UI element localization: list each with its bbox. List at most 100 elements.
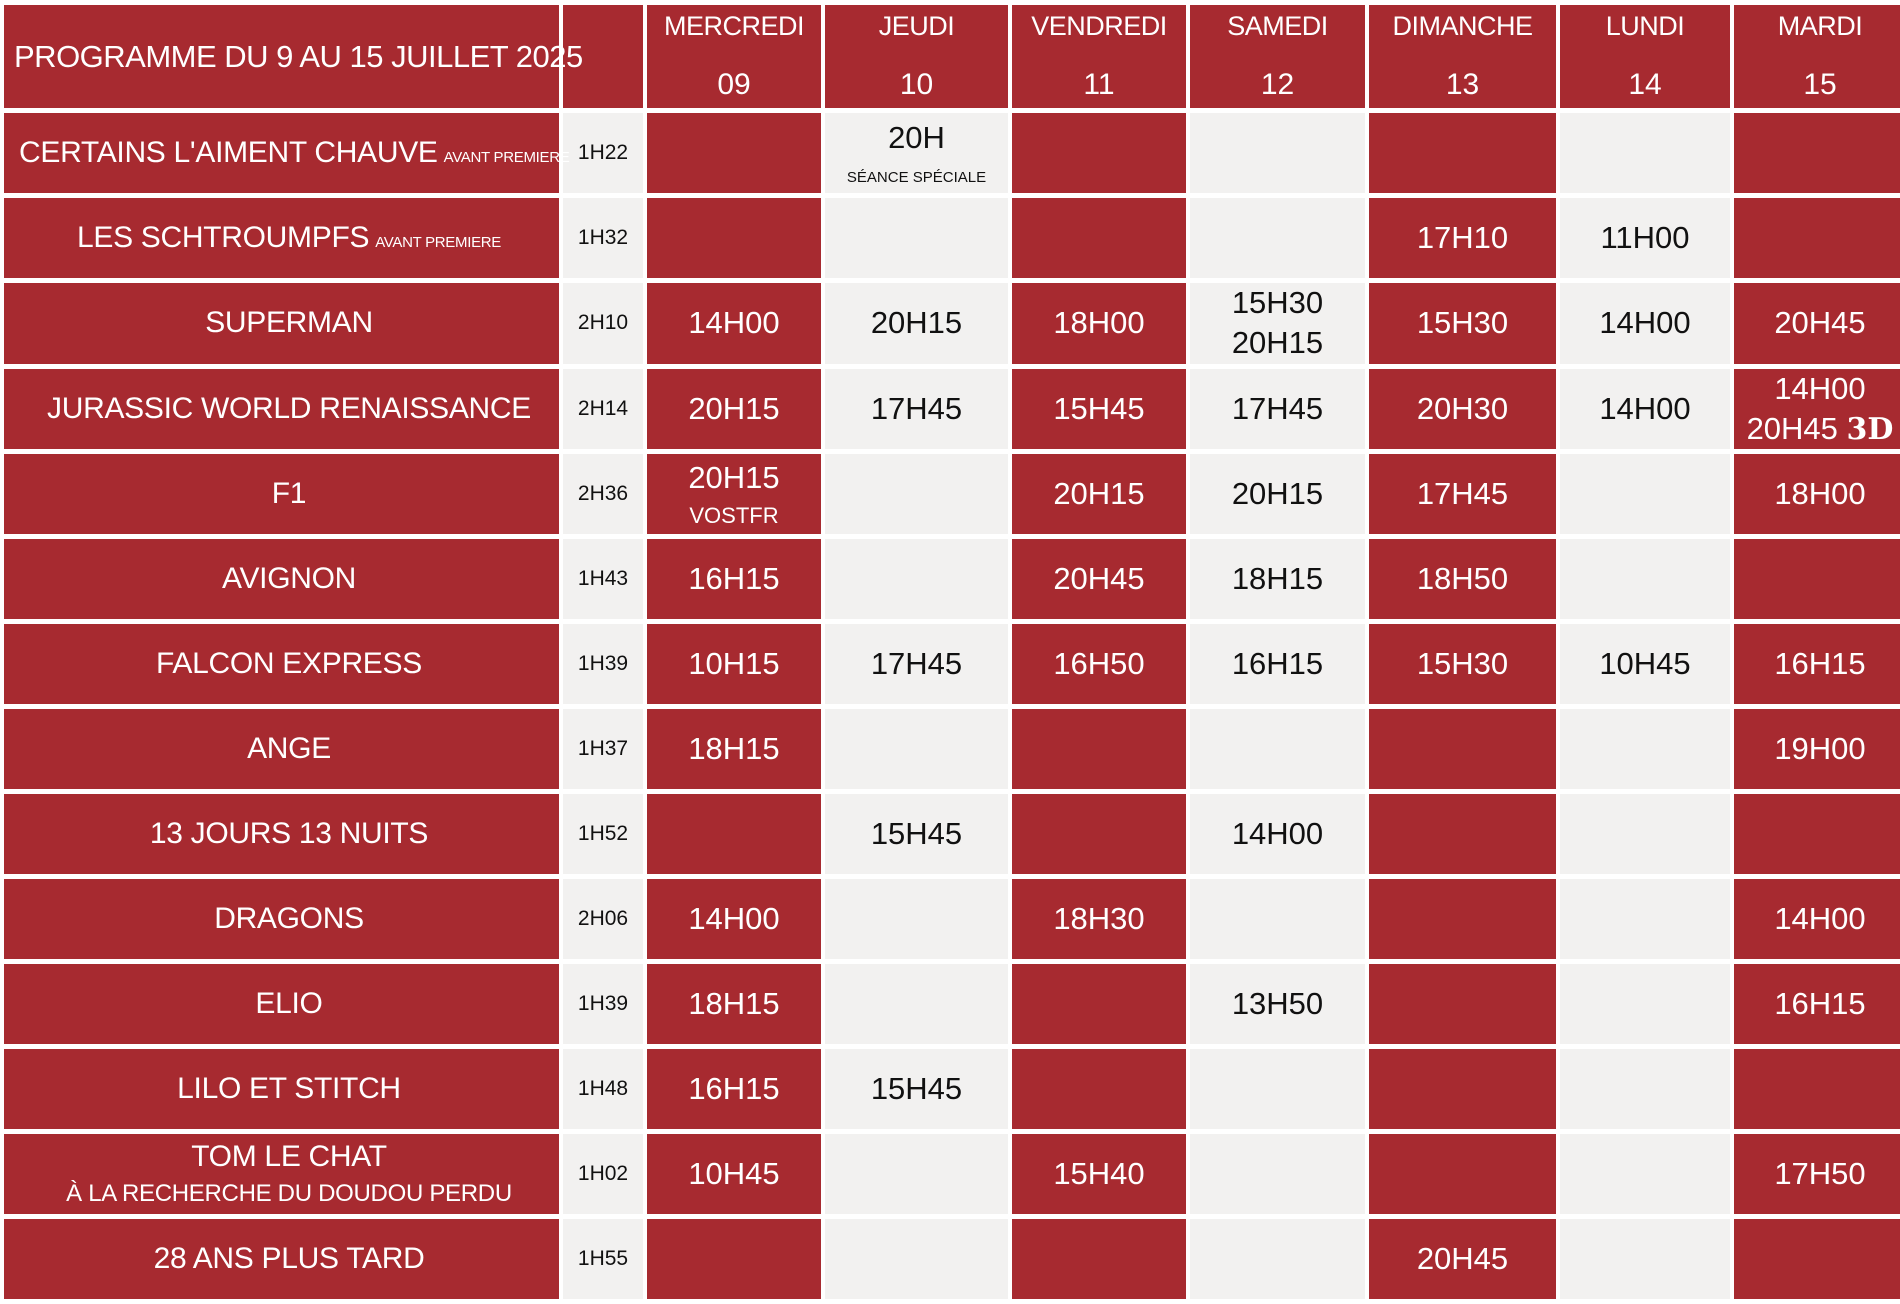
film-title-cell: ELIO	[4, 964, 559, 1045]
showtime-cell: 16H15	[1734, 624, 1900, 705]
showtime-cell	[1560, 113, 1730, 193]
day-header-mercredi: MERCREDI 09	[647, 5, 821, 108]
showtime-note: SÉANCE SPÉCIALE	[846, 169, 987, 187]
avant-premiere-tag: AVANT PREMIERE	[443, 149, 570, 166]
showtime-cell: 20H45	[1369, 1219, 1556, 1300]
showtime-cell	[825, 1134, 1008, 1215]
film-title: LILO ET STITCH	[177, 1072, 401, 1106]
showtime-line: 20H45 3D	[1734, 409, 1900, 449]
day-number: 12	[1260, 68, 1295, 101]
showtime-cell: 18H15	[647, 709, 821, 790]
showtime-cell	[1369, 1049, 1556, 1130]
showtime-cell	[825, 964, 1008, 1045]
showtime: 15H45	[1053, 390, 1145, 426]
film-duration: 1H39	[563, 624, 643, 705]
film-title-cell: CERTAINS L'AIMENT CHAUVE AVANT PREMIERE	[4, 113, 570, 193]
showtime: 16H15	[688, 1071, 780, 1107]
film-title: JURASSIC WORLD RENAISSANCE	[47, 391, 531, 425]
showtime: 11H00	[1600, 219, 1690, 255]
showtime-cell: 18H00	[1734, 454, 1900, 535]
day-name: JEUDI	[878, 11, 955, 41]
showtime-cell	[1560, 964, 1730, 1045]
showtime: 18H30	[1053, 901, 1145, 937]
showtime-cell: 16H15	[1734, 964, 1900, 1045]
film-title-cell: JURASSIC WORLD RENAISSANCE	[4, 368, 559, 450]
page-title: PROGRAMME DU 9 AU 15 JUILLET 2025	[4, 5, 583, 108]
showtime: 10H45	[1599, 646, 1691, 682]
film-title: 13 JOURS 13 NUITS	[149, 817, 429, 851]
showtime-cell: 18H50	[1369, 539, 1556, 620]
showtime: 17H45	[870, 390, 963, 426]
showtime-cell: 15H30	[1369, 283, 1556, 364]
showtime-cell	[825, 454, 1008, 535]
showtime-cell: 14H00	[647, 879, 821, 960]
film-row: F1 2H36 20H15 VOSTFR 20H15 20H15 17H45 18H00	[4, 454, 1900, 535]
showtime: 18H15	[1231, 561, 1324, 597]
film-row: JURASSIC WORLD RENAISSANCE 2H14 20H15 17H45…	[4, 368, 1900, 450]
day-number: 11	[1083, 68, 1115, 101]
film-title: F1	[271, 477, 307, 511]
showtime: 14H00	[1599, 305, 1691, 341]
showtime: 17H45	[1416, 476, 1509, 512]
film-title-cell: 28 ANS PLUS TARD	[4, 1219, 559, 1300]
film-title-cell: 13 JOURS 13 NUITS	[4, 794, 559, 875]
film-title-cell: LES SCHTROUMPFS AVANT PREMIERE	[4, 198, 559, 278]
day-number: 13	[1445, 68, 1480, 101]
showtime: 18H00	[1053, 305, 1145, 341]
showtime-cell: 18H00	[1012, 283, 1186, 364]
showtime: 20H	[888, 120, 945, 156]
showtime-cell: 17H45	[825, 624, 1008, 705]
showtime-cell: 19H00	[1734, 709, 1900, 790]
film-row: FALCON EXPRESS 1H39 10H15 17H45 16H50 16H15 15…	[4, 624, 1900, 705]
showtime-cell	[1012, 198, 1186, 278]
showtime-cell	[647, 1219, 821, 1300]
day-header-mardi: MARDI 15	[1734, 5, 1900, 108]
showtime: 20H45	[1746, 410, 1838, 446]
day-header-vendredi: VENDREDI 11	[1012, 5, 1186, 108]
showtime-cell: 15H30	[1369, 624, 1556, 705]
showtime-cell	[1190, 198, 1365, 278]
showtime-cell: 13H50	[1190, 964, 1365, 1045]
film-title-cell: LILO ET STITCH	[4, 1049, 559, 1130]
showtime-cell	[1560, 794, 1730, 875]
film-title: TOM LE CHAT	[191, 1140, 387, 1174]
day-number: 09	[717, 68, 751, 101]
day-header-jeudi: JEUDI 10	[825, 5, 1008, 108]
showtime-cell: 11H00	[1560, 198, 1730, 278]
film-title-cell: FALCON EXPRESS	[4, 624, 559, 705]
day-number: 10	[899, 68, 934, 101]
showtime-cell	[825, 709, 1008, 790]
day-name: LUNDI	[1605, 11, 1685, 41]
showtime-cell: 16H50	[1012, 624, 1186, 705]
film-title-cell: ANGE	[4, 709, 559, 790]
showtime-cell: 15H30 20H15	[1190, 283, 1365, 364]
showtime-cell	[1012, 1049, 1186, 1130]
showtime-cell: 18H15	[647, 964, 821, 1045]
film-duration: 1H22	[563, 113, 643, 193]
showtime-cell: 20H45	[1734, 283, 1900, 364]
showtime: 20H45	[1416, 1241, 1509, 1277]
showtime-cell	[1369, 964, 1556, 1045]
showtime-note: VOSTFR	[689, 503, 779, 529]
film-duration: 1H32	[563, 198, 643, 278]
showtime: 15H30	[1231, 285, 1324, 320]
showtime-cell: 15H40	[1012, 1134, 1186, 1215]
showtime: 18H15	[688, 986, 780, 1022]
film-row: DRAGONS 2H06 14H00 18H30 14H00	[4, 879, 1900, 960]
showtime: 17H10	[1416, 219, 1509, 255]
showtime-cell	[1734, 1219, 1900, 1300]
showtime-cell	[1734, 113, 1900, 193]
film-title-cell: SUPERMAN	[4, 283, 559, 364]
film-row: LES SCHTROUMPFS AVANT PREMIERE 1H32 17H10 11…	[4, 198, 1900, 278]
showtime: 18H00	[1774, 476, 1866, 512]
showtime: 14H00	[688, 305, 780, 341]
day-header-dimanche: DIMANCHE 13	[1369, 5, 1556, 108]
showtime: 17H45	[1231, 390, 1324, 426]
showtime-cell: 10H45	[1560, 624, 1730, 705]
showtime-cell: 20H45	[1012, 539, 1186, 620]
showtime-cell: 14H00	[1560, 283, 1730, 364]
film-title: LES SCHTROUMPFS	[76, 221, 370, 254]
showtime-cell	[1369, 113, 1556, 193]
showtime-cell	[1012, 794, 1186, 875]
showtime-cell	[647, 113, 821, 193]
